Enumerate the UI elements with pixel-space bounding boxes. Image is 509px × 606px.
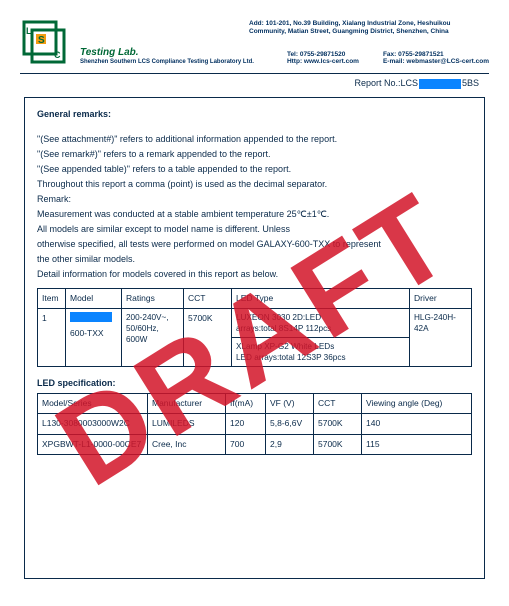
svg-text:S: S: [38, 35, 45, 46]
tel: Tel: 0755-29871520: [287, 51, 359, 58]
general-remarks-title: General remarks:: [37, 108, 472, 122]
col-manufacturer: Manufacturer: [148, 394, 226, 414]
remark-line: "(See remark#)" refers to a remark appen…: [37, 148, 472, 162]
cell-va: 140: [362, 414, 472, 434]
col-model: Model: [66, 288, 122, 308]
col-model-series: Model/Series: [38, 394, 148, 414]
svg-text:L: L: [26, 26, 32, 36]
fax: Fax: 0755-29871521: [383, 51, 489, 58]
cell-va: 115: [362, 434, 472, 454]
lab-name: Testing Lab.: [80, 47, 254, 58]
col-viewing-angle: Viewing angle (Deg): [362, 394, 472, 414]
report-number: Report No.:LCS 5BS: [0, 74, 509, 97]
table-header-row: Item Model Ratings CCT LED Type Driver: [38, 288, 472, 308]
models-table: Item Model Ratings CCT LED Type Driver 1…: [37, 288, 472, 367]
cell-mfr: LUMILEDS: [148, 414, 226, 434]
redacted-block: [70, 312, 112, 322]
cell-cct: 5700K: [314, 434, 362, 454]
remark-line: Remark:: [37, 193, 472, 207]
remark-line: All models are similar except to model n…: [37, 223, 472, 237]
led-line: XLamp XP-G2 White LEDs: [236, 342, 334, 351]
led-line: arrays:total 8S14P 112pcs: [236, 324, 331, 333]
redacted-block: [419, 79, 461, 89]
col-item: Item: [38, 288, 66, 308]
cell-item: 1: [38, 308, 66, 366]
cell-mfr: Cree, Inc: [148, 434, 226, 454]
cell-if: 700: [226, 434, 266, 454]
cell-led-type: LUXEON 3030 2D:LED arrays:total 8S14P 11…: [232, 308, 410, 366]
col-driver: Driver: [410, 288, 472, 308]
cell-cct: 5700K: [184, 308, 232, 366]
contact-info: Tel: 0755-29871520 Fax: 0755-29871521 Ht…: [287, 51, 489, 65]
lab-address: Add: 101-201, No.39 Building, Xialang In…: [249, 20, 489, 37]
remark-line: otherwise specified, all tests were perf…: [37, 238, 472, 252]
led-line: LUXEON 3030 2D:LED: [236, 313, 321, 322]
remark-line: the other similar models.: [37, 253, 472, 267]
col-cct: CCT: [184, 288, 232, 308]
report-header: S L C Add: 101-201, No.39 Building, Xial…: [0, 0, 509, 71]
svg-text:C: C: [54, 50, 61, 60]
cell-vf: 2,9: [266, 434, 314, 454]
remark-line: Detail information for models covered in…: [37, 268, 472, 282]
col-led-type: LED Type: [232, 288, 410, 308]
model-suffix: 600-TXX: [70, 328, 104, 338]
cell-cct: 5700K: [314, 414, 362, 434]
email: E-mail: webmaster@LCS-cert.com: [383, 58, 489, 65]
remark-line: "(See appended table)" refers to a table…: [37, 163, 472, 177]
table-row: L130-3080003000W2C LUMILEDS 120 5,8-6,6V…: [38, 414, 472, 434]
remark-line: Throughout this report a comma (point) i…: [37, 178, 472, 192]
col-if: If(mA): [226, 394, 266, 414]
report-no-prefix: Report No.:LCS: [354, 78, 418, 88]
report-no-suffix: 5BS: [462, 78, 479, 88]
col-cct: CCT: [314, 394, 362, 414]
http: Http: www.lcs-cert.com: [287, 58, 359, 65]
cell-ratings: 200-240V~, 50/60Hz, 600W: [122, 308, 184, 366]
cell-ms: L130-3080003000W2C: [38, 414, 148, 434]
col-ratings: Ratings: [122, 288, 184, 308]
led-spec-table: Model/Series Manufacturer If(mA) VF (V) …: [37, 393, 472, 455]
table-row: XPGBWT-L1-0000-00CE7 Cree, Inc 700 2,9 5…: [38, 434, 472, 454]
cell-vf: 5,8-6,6V: [266, 414, 314, 434]
lab-name-block: Testing Lab. Shenzhen Southern LCS Compl…: [80, 47, 254, 65]
content-box: General remarks: "(See attachment#)" ref…: [24, 97, 485, 579]
table-header-row: Model/Series Manufacturer If(mA) VF (V) …: [38, 394, 472, 414]
led-spec-title: LED specification:: [37, 377, 472, 391]
lab-subtitle: Shenzhen Southern LCS Compliance Testing…: [80, 59, 254, 65]
cell-model: 600-TXX: [66, 308, 122, 366]
header-text: Add: 101-201, No.39 Building, Xialang In…: [80, 20, 489, 65]
led-line: LED arrays:total 12S3P 36pcs: [236, 353, 346, 362]
cell-if: 120: [226, 414, 266, 434]
cell-driver: HLG-240H-42A: [410, 308, 472, 366]
remark-line: Measurement was conducted at a stable am…: [37, 208, 472, 222]
cell-ms: XPGBWT-L1-0000-00CE7: [38, 434, 148, 454]
lab-logo-icon: S L C: [20, 20, 68, 64]
table-row: 1 600-TXX 200-240V~, 50/60Hz, 600W 5700K…: [38, 308, 472, 366]
col-vf: VF (V): [266, 394, 314, 414]
remark-line: "(See attachment#)" refers to additional…: [37, 133, 472, 147]
